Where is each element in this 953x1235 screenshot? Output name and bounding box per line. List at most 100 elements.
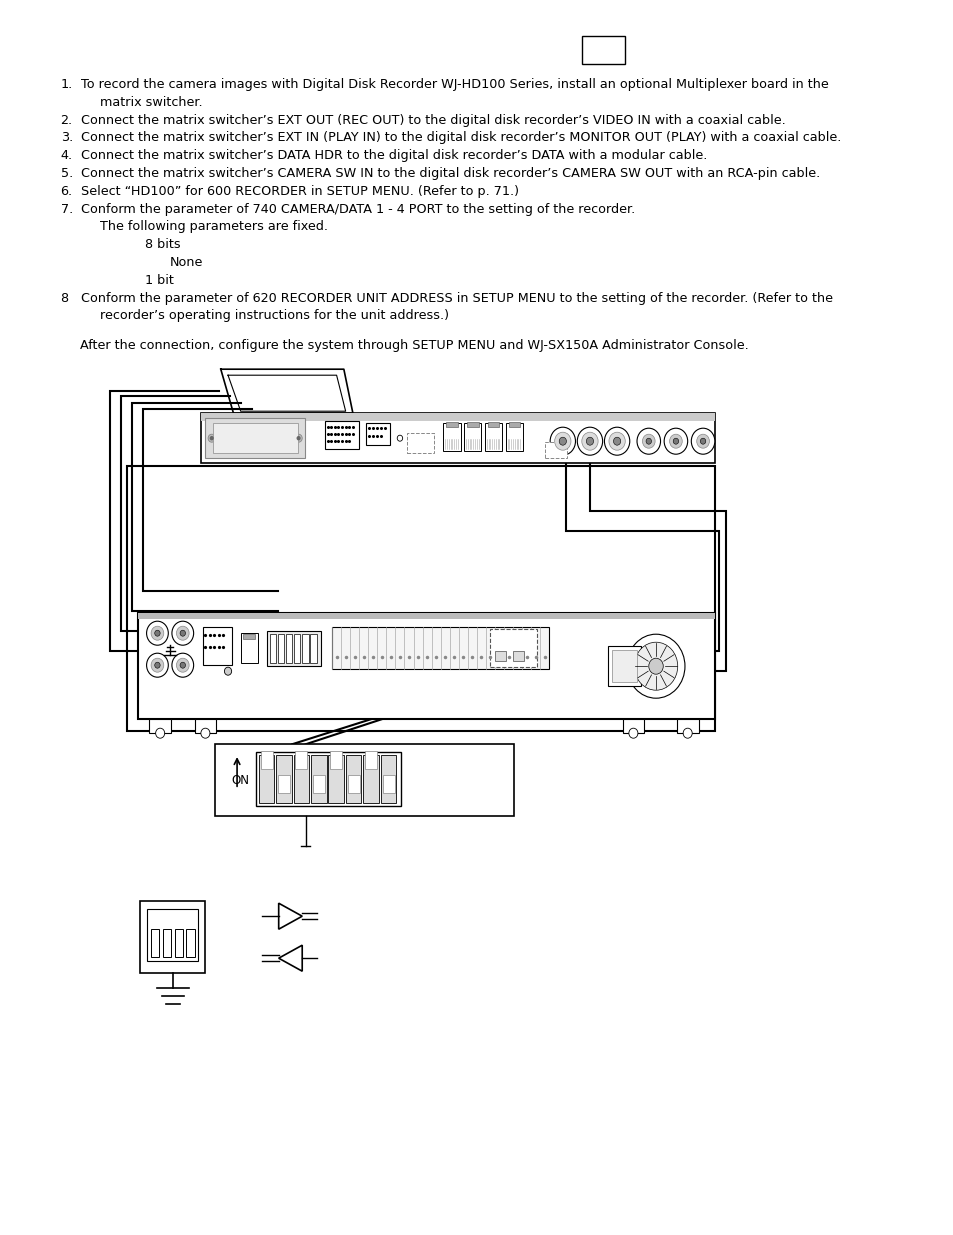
- Text: ON: ON: [232, 774, 250, 787]
- Circle shape: [147, 653, 168, 677]
- Circle shape: [176, 658, 189, 672]
- Text: Connect the matrix switcher’s DATA HDR to the digital disk recorder’s DATA with : Connect the matrix switcher’s DATA HDR t…: [81, 149, 707, 162]
- Bar: [508, 422, 519, 427]
- Bar: [325, 421, 359, 450]
- Bar: [611, 650, 637, 682]
- Circle shape: [180, 630, 185, 636]
- Bar: [513, 651, 523, 661]
- Circle shape: [637, 429, 659, 454]
- Bar: [544, 442, 567, 458]
- Text: recorder’s operating instructions for the unit address.): recorder’s operating instructions for th…: [99, 310, 448, 322]
- Circle shape: [634, 642, 677, 690]
- Circle shape: [604, 427, 629, 456]
- Circle shape: [577, 427, 602, 456]
- Circle shape: [396, 435, 402, 441]
- Circle shape: [151, 626, 164, 640]
- Bar: [201, 414, 714, 421]
- Bar: [127, 466, 714, 731]
- Text: 3.: 3.: [61, 131, 72, 144]
- Bar: [270, 635, 275, 663]
- Text: Connect the matrix switcher’s CAMERA SW IN to the digital disk recorder’s CAMERA: Connect the matrix switcher’s CAMERA SW …: [81, 167, 820, 180]
- Text: Connect the matrix switcher’s EXT OUT (REC OUT) to the digital disk recorder’s V: Connect the matrix switcher’s EXT OUT (R…: [81, 114, 785, 127]
- Circle shape: [700, 438, 705, 445]
- Bar: [484, 424, 501, 451]
- Bar: [622, 719, 643, 734]
- Circle shape: [155, 729, 165, 739]
- Circle shape: [586, 437, 593, 445]
- Text: matrix switcher.: matrix switcher.: [99, 96, 202, 109]
- Bar: [260, 751, 273, 769]
- Text: 7.: 7.: [61, 203, 72, 216]
- Text: Conform the parameter of 620 RECORDER UNIT ADDRESS in SETUP MENU to the setting : Conform the parameter of 620 RECORDER UN…: [81, 291, 833, 305]
- Bar: [407, 433, 434, 453]
- Text: 1.: 1.: [61, 78, 72, 91]
- Circle shape: [558, 437, 566, 445]
- Circle shape: [154, 630, 160, 636]
- Bar: [137, 614, 714, 619]
- Bar: [363, 755, 378, 803]
- Bar: [581, 36, 624, 64]
- Circle shape: [613, 437, 620, 445]
- Circle shape: [201, 729, 210, 739]
- Text: None: None: [170, 256, 203, 269]
- Bar: [277, 635, 284, 663]
- Bar: [294, 755, 309, 803]
- Circle shape: [645, 438, 651, 445]
- Circle shape: [608, 432, 624, 451]
- Bar: [505, 424, 522, 451]
- Bar: [202, 627, 232, 666]
- Bar: [286, 635, 292, 663]
- Text: Select “HD100” for 600 RECORDER in SETUP MENU. (Refer to p. 71.): Select “HD100” for 600 RECORDER in SETUP…: [81, 185, 518, 198]
- Bar: [366, 424, 390, 445]
- Circle shape: [154, 662, 160, 668]
- Circle shape: [682, 729, 692, 739]
- Text: 5.: 5.: [61, 167, 72, 180]
- Bar: [495, 651, 505, 661]
- Text: To record the camera images with Digital Disk Recorder WJ-HD100 Series, install : To record the camera images with Digital…: [81, 78, 828, 91]
- Bar: [174, 929, 183, 957]
- Bar: [255, 752, 400, 806]
- Bar: [302, 635, 308, 663]
- Circle shape: [581, 432, 598, 451]
- Bar: [267, 631, 321, 666]
- Circle shape: [628, 729, 638, 739]
- Circle shape: [176, 626, 189, 640]
- Bar: [163, 929, 171, 957]
- Bar: [487, 422, 499, 427]
- Circle shape: [696, 435, 709, 448]
- Circle shape: [691, 429, 714, 454]
- Circle shape: [147, 621, 168, 645]
- Bar: [332, 627, 549, 669]
- Bar: [295, 751, 307, 769]
- Bar: [330, 751, 342, 769]
- Bar: [346, 755, 361, 803]
- Bar: [380, 755, 395, 803]
- Bar: [186, 929, 194, 957]
- Bar: [205, 419, 305, 458]
- Text: After the connection, configure the system through SETUP MENU and WJ-SX150A Admi: After the connection, configure the syst…: [79, 340, 747, 352]
- Circle shape: [211, 437, 213, 440]
- Bar: [490, 629, 537, 667]
- Bar: [311, 755, 326, 803]
- Text: 4.: 4.: [61, 149, 72, 162]
- Bar: [149, 719, 171, 734]
- Bar: [310, 635, 316, 663]
- Bar: [148, 909, 198, 961]
- Circle shape: [224, 667, 232, 676]
- Text: Conform the parameter of 740 CAMERA/DATA 1 - 4 PORT to the setting of the record: Conform the parameter of 740 CAMERA/DATA…: [81, 203, 635, 216]
- Text: 8 bits: 8 bits: [145, 238, 180, 251]
- Circle shape: [669, 435, 681, 448]
- Circle shape: [151, 658, 164, 672]
- Bar: [313, 776, 325, 793]
- Circle shape: [550, 427, 575, 456]
- Circle shape: [554, 432, 570, 451]
- Bar: [258, 755, 274, 803]
- Text: 6.: 6.: [61, 185, 72, 198]
- Circle shape: [663, 429, 687, 454]
- Text: 8: 8: [61, 291, 69, 305]
- Bar: [347, 776, 359, 793]
- Bar: [194, 719, 216, 734]
- Bar: [240, 634, 257, 663]
- Bar: [446, 422, 457, 427]
- Bar: [466, 422, 478, 427]
